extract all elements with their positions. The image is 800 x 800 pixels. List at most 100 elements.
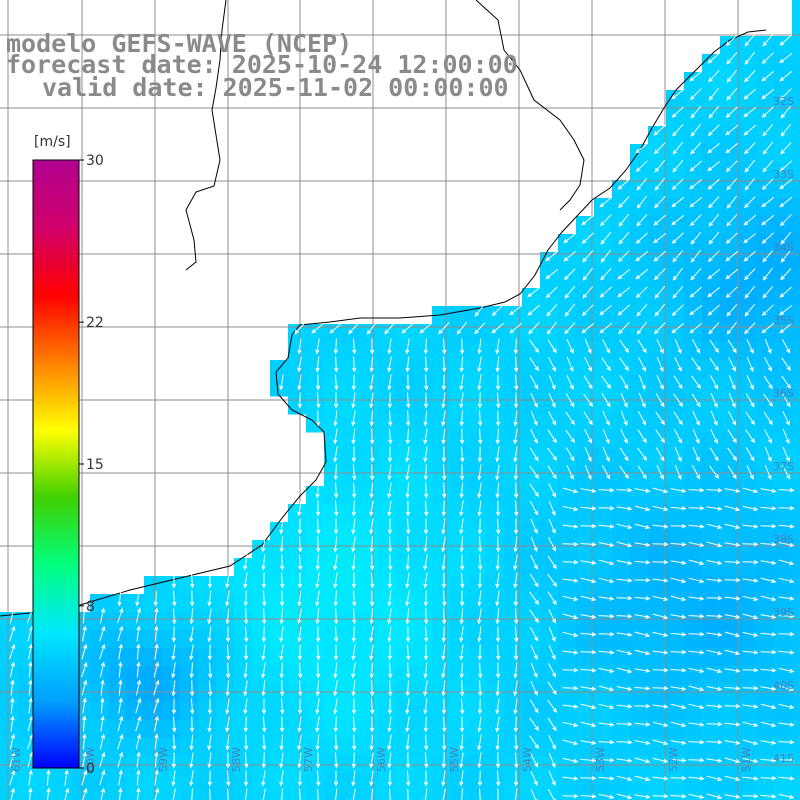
- wind-speed-cell: [342, 414, 361, 433]
- wind-arrow: [726, 177, 738, 191]
- wind-arrow: [495, 356, 500, 373]
- wind-arrow: [744, 159, 756, 173]
- wind-speed-cell: [378, 594, 397, 613]
- wind-speed-cell: [576, 648, 595, 667]
- wind-arrow: [513, 356, 519, 373]
- wind-speed-cell: [378, 612, 397, 631]
- wind-speed-cell: [360, 450, 379, 469]
- wind-arrow: [441, 752, 447, 769]
- wind-speed-cell: [612, 324, 631, 343]
- wind-speed-cell: [108, 702, 127, 721]
- wind-arrow: [279, 626, 284, 643]
- wind-arrow: [618, 231, 630, 245]
- wind-arrow: [279, 788, 284, 800]
- wind-arrow: [728, 392, 736, 408]
- longitude-label: 56W: [375, 747, 388, 772]
- wind-arrow: [351, 752, 357, 769]
- wind-speed-cell: [378, 738, 397, 757]
- wind-speed-cell: [162, 612, 181, 631]
- wind-speed-cell: [504, 468, 523, 487]
- wind-arrow: [689, 88, 702, 101]
- wind-speed-cell: [774, 486, 793, 505]
- wind-arrow: [527, 304, 540, 316]
- wind-speed-cell: [342, 378, 361, 397]
- wind-arrow: [135, 697, 142, 714]
- wind-arrow: [352, 590, 357, 607]
- wind-arrow: [724, 740, 741, 745]
- wind-arrow: [46, 787, 51, 800]
- wind-arrow: [495, 662, 501, 679]
- wind-arrow: [279, 554, 285, 571]
- wind-speed-cell: [0, 720, 19, 739]
- wind-arrow: [654, 285, 666, 299]
- wind-arrow: [638, 374, 646, 390]
- wind-arrow: [726, 303, 738, 317]
- wind-arrow: [99, 643, 106, 660]
- wind-arrow: [333, 356, 339, 373]
- wind-arrow: [616, 704, 633, 709]
- wind-arrow: [9, 607, 16, 624]
- wind-arrow: [262, 734, 267, 751]
- wind-speed-cell: [594, 270, 613, 289]
- wind-arrow: [688, 650, 705, 655]
- wind-speed-cell: [774, 774, 793, 793]
- wind-arrow: [706, 523, 723, 530]
- wind-arrow: [513, 698, 518, 715]
- wind-arrow: [423, 788, 428, 800]
- wind-speed-cell: [0, 774, 19, 793]
- wind-speed-cell: [684, 720, 703, 739]
- wind-speed-cell: [522, 378, 541, 397]
- wind-speed-cell: [792, 468, 800, 487]
- wind-arrow: [315, 410, 321, 427]
- wind-speed-cell: [702, 558, 721, 577]
- wind-arrow: [726, 321, 737, 335]
- wind-arrow: [583, 411, 593, 426]
- wind-speed-cell: [342, 720, 361, 739]
- wind-speed-cell: [342, 738, 361, 757]
- wind-speed-cell: [684, 486, 703, 505]
- wind-speed-cell: [234, 576, 253, 595]
- wind-speed-cell: [612, 360, 631, 379]
- wind-arrow: [351, 518, 356, 535]
- wind-arrow: [688, 577, 705, 584]
- wind-speed-cell: [522, 684, 541, 703]
- wind-speed-cell: [792, 18, 800, 37]
- wind-speed-cell: [558, 414, 577, 433]
- wind-arrow: [261, 536, 266, 553]
- wind-arrow: [351, 446, 357, 463]
- longitude-label: 57W: [302, 747, 315, 772]
- wind-speed-cell: [198, 666, 217, 685]
- wind-arrow: [351, 698, 357, 715]
- wind-speed-cell: [306, 522, 325, 541]
- wind-arrow: [760, 686, 777, 691]
- wind-speed-cell: [612, 486, 631, 505]
- wind-speed-cell: [270, 648, 289, 667]
- wind-arrow: [333, 770, 339, 787]
- wind-arrow: [635, 160, 648, 172]
- wind-arrow: [315, 482, 320, 499]
- wind-arrow: [459, 392, 464, 409]
- wind-speed-cell: [180, 702, 199, 721]
- wind-arrow: [724, 577, 741, 583]
- wind-arrow: [513, 770, 519, 787]
- wind-arrow: [405, 446, 410, 463]
- wind-arrow: [742, 793, 759, 799]
- wind-arrow: [562, 595, 579, 602]
- wind-speed-cell: [432, 522, 451, 541]
- wind-arrow: [778, 488, 795, 493]
- wind-speed-cell: [306, 396, 325, 415]
- longitude-labels: 61W 60W 59W 58W 57W 56W 55W 54W 53W 52W 51W: [10, 747, 753, 772]
- wind-arrow: [764, 338, 772, 354]
- wind-arrow: [764, 464, 772, 480]
- wind-speed-cell: [396, 396, 415, 415]
- wind-arrow: [652, 631, 669, 638]
- wind-arrow: [724, 775, 741, 782]
- wind-speed-cell: [630, 738, 649, 757]
- wind-speed-cell: [306, 486, 325, 505]
- wind-arrow: [315, 662, 321, 679]
- wind-speed-cell: [468, 774, 487, 793]
- wind-speed-cell: [648, 648, 667, 667]
- wind-arrow: [548, 663, 557, 678]
- wind-speed-cell: [684, 594, 703, 613]
